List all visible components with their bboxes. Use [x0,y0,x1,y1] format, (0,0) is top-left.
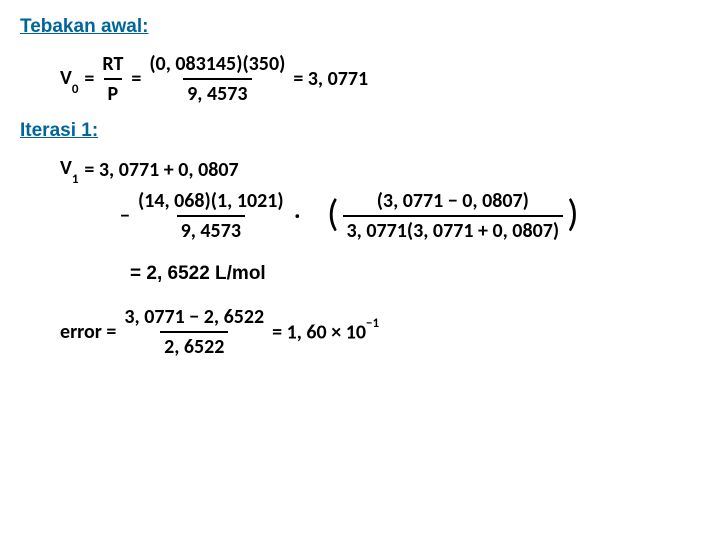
minus-sign: − [120,204,130,228]
equation-error: error = 3, 0771 − 2, 6522 2, 6522 = 1, 6… [60,305,700,359]
equation-v1-line1: V1 = 3, 0771 + 0, 0807 [60,156,700,183]
frac-error: 3, 0771 − 2, 6522 2, 6522 [120,305,268,359]
error-rhs: = 1, 60 × 10−1 [272,320,379,345]
heading-iterasi: Iterasi 1: [20,120,700,142]
heading-tebakan: Tebakan awal: [20,16,700,38]
dot-op: · [295,204,300,228]
v1-sum: = 3, 0771 + 0, 0807 [84,158,238,182]
v1-var: V1 [60,156,78,183]
frac-B-wrap: ( (3, 0771 − 0, 0807) 3, 0771(3, 0771 + … [327,189,579,243]
frac-B: (3, 0771 − 0, 0807) 3, 0771(3, 0771 + 0,… [343,189,564,243]
error-lhs: error = [60,320,116,344]
eq-sign: = [84,67,94,91]
equation-v1-line2: − (14, 068)(1, 1021) 9, 4573 · ( (3, 077… [120,189,700,243]
eq-sign: = [131,67,141,91]
v0-result: = 3, 0771 [293,67,368,91]
frac-rt-p: RT P [98,52,127,106]
v1-result: = 2, 6522 L/mol [130,263,700,285]
frac-A: (14, 068)(1, 1021) 9, 4573 [134,189,288,243]
v0-var: V0 [60,66,78,93]
frac-numeric-1: (0, 083145)(350) 9, 4573 [145,52,289,106]
equation-v0: V0 = RT P = (0, 083145)(350) 9, 4573 = 3… [60,52,700,106]
